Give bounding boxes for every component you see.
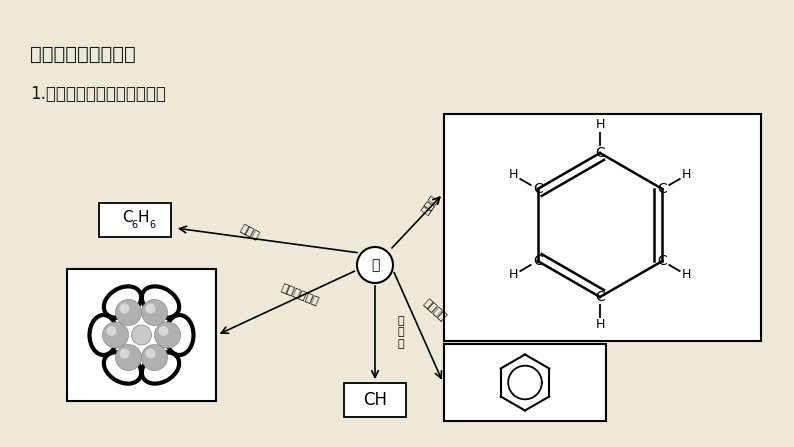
Ellipse shape xyxy=(104,287,141,318)
FancyBboxPatch shape xyxy=(444,114,761,341)
Ellipse shape xyxy=(90,315,118,355)
Text: 6: 6 xyxy=(131,220,137,230)
Ellipse shape xyxy=(115,345,141,371)
Text: C: C xyxy=(657,182,667,196)
Ellipse shape xyxy=(155,322,180,348)
Text: H: H xyxy=(509,269,518,282)
Ellipse shape xyxy=(145,349,156,358)
Text: H: H xyxy=(509,169,518,181)
Ellipse shape xyxy=(141,299,168,325)
Text: C: C xyxy=(596,146,605,160)
Text: 结构简式: 结构简式 xyxy=(422,297,448,323)
Ellipse shape xyxy=(120,304,129,313)
Ellipse shape xyxy=(142,352,179,384)
Text: 一、苯的结构和性质: 一、苯的结构和性质 xyxy=(30,45,136,64)
Text: C: C xyxy=(657,254,667,268)
Text: 最
简
式: 最 简 式 xyxy=(397,316,403,349)
Text: 1.苯的分子组成及结构特点。: 1.苯的分子组成及结构特点。 xyxy=(30,85,166,103)
Text: C: C xyxy=(533,182,542,196)
Ellipse shape xyxy=(132,325,152,345)
FancyBboxPatch shape xyxy=(67,269,216,401)
Text: 结构式: 结构式 xyxy=(420,194,440,216)
FancyBboxPatch shape xyxy=(444,344,606,421)
Text: 6: 6 xyxy=(149,220,155,230)
Ellipse shape xyxy=(120,349,129,358)
Text: H: H xyxy=(137,211,148,225)
Text: 空间填充模型: 空间填充模型 xyxy=(279,283,320,307)
Ellipse shape xyxy=(165,315,194,355)
Text: H: H xyxy=(596,118,605,131)
Ellipse shape xyxy=(145,304,156,313)
FancyBboxPatch shape xyxy=(344,383,406,417)
Text: 苯: 苯 xyxy=(371,258,380,272)
Text: C: C xyxy=(596,290,605,304)
Ellipse shape xyxy=(142,287,179,318)
Ellipse shape xyxy=(102,322,129,348)
Circle shape xyxy=(357,247,393,283)
Ellipse shape xyxy=(141,345,168,371)
Ellipse shape xyxy=(104,352,141,384)
Text: 分子式: 分子式 xyxy=(239,224,261,241)
Text: H: H xyxy=(682,269,692,282)
FancyBboxPatch shape xyxy=(99,203,171,237)
Text: C: C xyxy=(121,211,133,225)
Text: CH: CH xyxy=(363,391,387,409)
Text: H: H xyxy=(596,319,605,332)
Ellipse shape xyxy=(115,299,141,325)
Ellipse shape xyxy=(159,326,168,336)
Text: C: C xyxy=(533,254,542,268)
Text: H: H xyxy=(682,169,692,181)
Ellipse shape xyxy=(106,326,117,336)
